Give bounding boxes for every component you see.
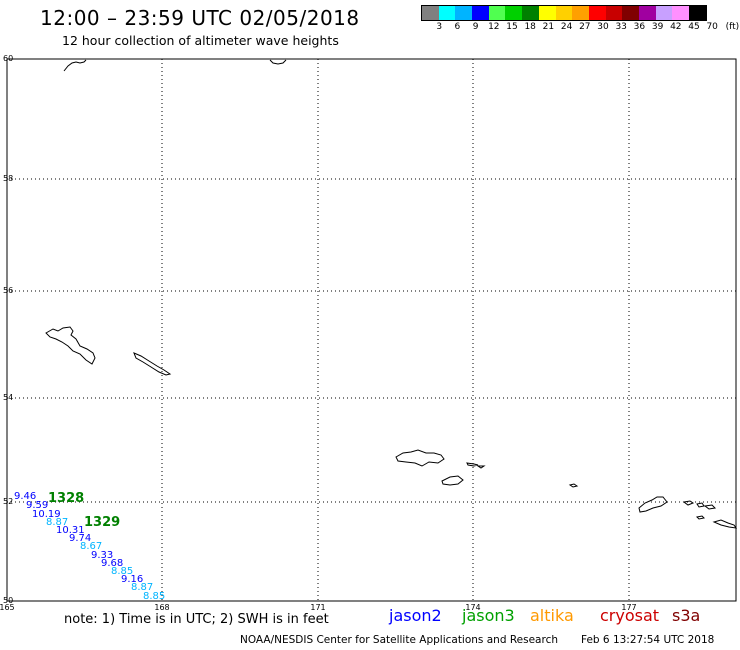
- satellite-s3a-label: s3a: [672, 606, 701, 625]
- credit-text: NOAA/NESDIS Center for Satellite Applica…: [240, 634, 558, 646]
- lon-label-177: 177: [621, 603, 636, 612]
- legend-label: (ft): [725, 22, 740, 32]
- lat-label-58: 58: [3, 174, 13, 183]
- wave-height-value: 9.68: [101, 558, 123, 569]
- legend-label: 70: [706, 22, 718, 32]
- legend-swatch: [488, 6, 506, 20]
- legend-label: 21: [542, 22, 555, 32]
- altimeter-observations: 1328 1329 9.469.5910.198.8710.319.748.67…: [14, 491, 165, 602]
- legend-swatch: [672, 6, 689, 20]
- satellite-jason2-label: jason2: [389, 606, 442, 625]
- legend-labels: 3 6 9 12 15 18 21 24 27 30 33 36 39 42 45 70 (ft): [421, 22, 739, 36]
- legend-swatch: [588, 6, 606, 20]
- legend-swatch: [505, 6, 523, 20]
- wave-height-value: 9.59: [26, 500, 48, 511]
- legend-swatch: [438, 6, 456, 20]
- segula-island: [696, 502, 705, 508]
- wave-height-value: 9.33: [91, 550, 113, 561]
- track-time-label: 1328: [48, 491, 84, 506]
- bering-island: [45, 326, 96, 365]
- lat-labels: 60 58 56 54 52 50: [3, 54, 13, 605]
- legend-swatch: [455, 6, 473, 20]
- track-time-label: 1329: [84, 515, 120, 530]
- lon-labels: 165 168 171 174 177: [0, 603, 637, 612]
- legend-swatch: [572, 6, 589, 20]
- agattu-island: [441, 475, 464, 486]
- legend-label: 39: [651, 22, 664, 32]
- legend-label: 9: [472, 22, 479, 32]
- coast-mainland-north-center: [269, 59, 287, 65]
- lat-label-56: 56: [3, 286, 13, 295]
- legend-swatch: [522, 6, 539, 20]
- legend-swatch: [538, 6, 556, 20]
- footer-note: note: 1) Time is in UTC; 2) SWH is in fe…: [64, 612, 329, 627]
- wave-height-value: 10.19: [32, 509, 61, 520]
- legend-label: 45: [688, 22, 700, 32]
- map-title: 12:00 – 23:59 UTC 02/05/2018: [40, 6, 360, 30]
- legend-swatch: [422, 6, 439, 20]
- medny-island: [133, 352, 172, 376]
- graticule: [7, 59, 736, 601]
- little-kiska-island: [682, 500, 695, 506]
- satellite-altika-label: altika: [530, 606, 574, 625]
- wave-height-value: 8.87: [131, 582, 153, 593]
- map-frame: [6, 58, 737, 602]
- legend-swatch: [655, 6, 673, 20]
- wave-height-value: 9.74: [69, 533, 91, 544]
- legend-swatch: [689, 6, 706, 20]
- wave-height-value: 10.31: [56, 525, 85, 536]
- lat-label-60: 60: [3, 54, 13, 63]
- lon-label-174: 174: [465, 603, 480, 612]
- satellite-jason3-label: jason3: [462, 606, 515, 625]
- legend-label: 18: [524, 22, 536, 32]
- wave-height-value: 8.85: [143, 591, 165, 602]
- lon-label-171: 171: [310, 603, 325, 612]
- legend-swatch: [622, 6, 639, 20]
- lat-label-54: 54: [3, 393, 13, 402]
- wave-height-value: 8.67: [80, 541, 102, 552]
- legend-swatch: [605, 6, 623, 20]
- generation-timestamp: Feb 6 13:27:54 UTC 2018: [581, 634, 715, 646]
- wave-height-value: 8.87: [46, 517, 68, 528]
- coast-mainland-north-west: [63, 59, 87, 72]
- lon-label-168: 168: [154, 603, 169, 612]
- shemya-islet-b: [476, 465, 486, 469]
- lat-label-50: 50: [3, 596, 13, 605]
- legend-label: 15: [506, 22, 518, 32]
- shemya-islet-a: [466, 462, 479, 467]
- legend-label: 3: [436, 22, 443, 32]
- legend-label: 12: [488, 22, 500, 32]
- legend-label: 6: [454, 22, 461, 32]
- legend-label: 36: [633, 22, 646, 32]
- legend-label: 33: [615, 22, 627, 32]
- buldir-island: [568, 483, 579, 488]
- coastlines: [45, 59, 738, 529]
- legend-label: 24: [560, 22, 573, 32]
- legend-swatch: [638, 6, 656, 20]
- lon-label-165: 165: [0, 603, 15, 612]
- satellite-cryosat-label: cryosat: [600, 606, 660, 625]
- wave-height-legend: 3 6 9 12 15 18 21 24 27 30 33 36 39 42 45 70 (ft): [421, 5, 739, 32]
- legend-label: 42: [670, 22, 682, 32]
- wave-height-value: 9.46: [14, 491, 36, 502]
- wave-height-value: 8.85: [111, 566, 133, 577]
- attu-island: [395, 449, 445, 467]
- legend-label: 27: [579, 22, 591, 32]
- rat-island: [703, 504, 717, 510]
- legend-color-bar: [421, 5, 707, 21]
- legend-label: 30: [597, 22, 609, 32]
- legend-swatch: [555, 6, 573, 20]
- lat-label-52: 52: [3, 497, 13, 506]
- legend-swatch: [472, 6, 489, 20]
- hawadax-island: [695, 515, 706, 520]
- map-subtitle: 12 hour collection of altimeter wave hei…: [62, 33, 339, 48]
- amchitka-island: [712, 519, 738, 529]
- wave-height-value: 9.16: [121, 574, 143, 585]
- kiska-island: [638, 496, 668, 513]
